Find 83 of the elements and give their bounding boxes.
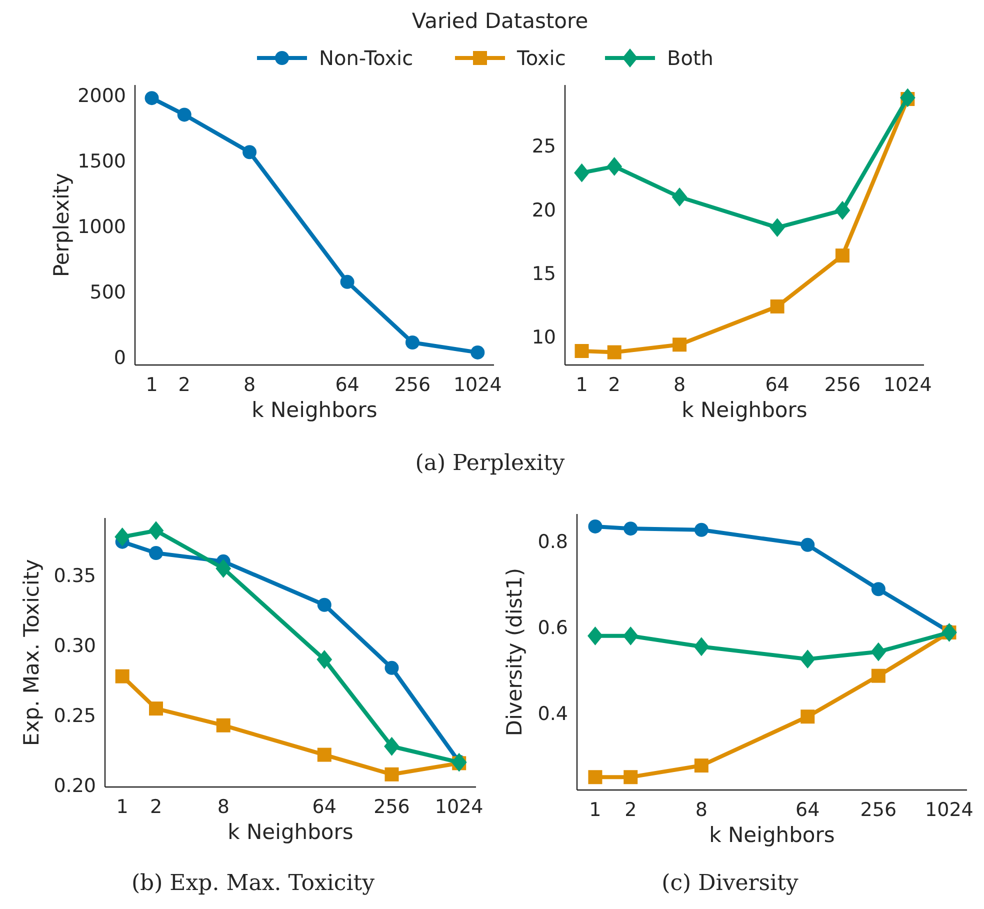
x-tick-label: 256 xyxy=(824,374,861,396)
point xyxy=(470,345,485,360)
point xyxy=(574,163,590,182)
x-tick-label: 256 xyxy=(374,796,410,818)
point xyxy=(340,274,354,289)
x-tick-label: 1024 xyxy=(434,796,484,818)
y-axis-title: Perplexity xyxy=(49,172,74,278)
y-tick-label: 0.20 xyxy=(54,775,96,798)
y-tick-label: 20 xyxy=(532,199,556,222)
y-tick-label: 0.30 xyxy=(54,635,96,658)
point xyxy=(871,582,886,596)
point xyxy=(834,200,850,220)
y-tick-label: 0.4 xyxy=(538,702,568,725)
legend-label: Toxic xyxy=(516,46,566,70)
x-axis-title: k Neighbors xyxy=(682,398,808,422)
x-tick-label: 8 xyxy=(217,796,230,818)
y-tick-label: 1500 xyxy=(78,150,126,173)
point xyxy=(835,248,850,263)
y-axis-title: Exp. Max. Toxicity xyxy=(19,559,44,746)
y-tick-label: 10 xyxy=(532,326,556,349)
point xyxy=(405,335,420,350)
point xyxy=(574,344,589,358)
x-tick-label: 2 xyxy=(150,796,162,818)
y-tick-label: 0 xyxy=(114,346,126,369)
point xyxy=(770,218,785,237)
x-tick-label: 2 xyxy=(608,374,620,396)
x-tick-label: 64 xyxy=(312,796,336,818)
point xyxy=(800,538,815,552)
text: (b) Exp. Max. Toxicity xyxy=(131,871,376,896)
y-tick-label: 25 xyxy=(532,136,556,158)
x-tick-label: 1 xyxy=(116,796,128,818)
point xyxy=(384,660,399,675)
x-tick-label: 8 xyxy=(243,374,256,396)
y-tick-label: 0.6 xyxy=(538,616,568,639)
x-tick-label: 256 xyxy=(860,799,897,821)
legend-label: Both xyxy=(667,46,714,70)
point xyxy=(770,299,784,314)
point xyxy=(114,527,130,546)
y-axis-title: Diversity (dist1) xyxy=(502,568,526,736)
x-tick-label: 2 xyxy=(624,799,637,821)
point xyxy=(800,710,815,724)
x-tick-label: 64 xyxy=(335,374,360,396)
x-tick-label: 64 xyxy=(796,799,820,821)
y-tick-label: 2000 xyxy=(78,85,126,108)
x-axis-title: k Neighbors xyxy=(228,820,354,844)
x-tick-label: 256 xyxy=(394,374,431,396)
y-tick-label: 0.8 xyxy=(538,531,568,554)
x-tick-label: 1 xyxy=(576,374,588,396)
point xyxy=(316,650,332,669)
point xyxy=(871,668,886,683)
legend-title: Varied Datastore xyxy=(412,9,588,33)
point xyxy=(144,91,159,106)
point xyxy=(900,88,916,108)
text: (c) Diversity xyxy=(662,871,799,896)
point xyxy=(588,519,602,534)
point xyxy=(451,752,467,772)
y-tick-label: 1000 xyxy=(78,216,126,238)
y-tick-label: 0.25 xyxy=(54,705,96,728)
point xyxy=(384,767,399,782)
text: (a) Perplexity xyxy=(415,451,566,476)
x-tick-label: 1 xyxy=(589,799,602,821)
x-tick-label: 8 xyxy=(673,374,686,396)
x-tick-label: 64 xyxy=(765,374,790,396)
x-tick-label: 1024 xyxy=(883,374,932,396)
y-tick-label: 15 xyxy=(532,263,556,286)
y-tick-label: 500 xyxy=(90,281,126,304)
x-tick-label: 1024 xyxy=(925,799,974,821)
y-tick-label: 0.35 xyxy=(54,565,96,588)
point xyxy=(588,626,603,646)
point xyxy=(317,598,332,612)
point xyxy=(870,642,886,662)
point xyxy=(588,770,602,784)
x-tick-label: 1024 xyxy=(453,374,502,396)
x-tick-label: 2 xyxy=(178,374,190,396)
point xyxy=(115,669,130,684)
point xyxy=(317,748,332,762)
x-axis-title: k Neighbors xyxy=(252,398,378,422)
legend-label: Non-Toxic xyxy=(319,46,414,70)
x-tick-label: 1 xyxy=(146,374,158,396)
x-axis-title: k Neighbors xyxy=(709,823,835,847)
x-tick-label: 8 xyxy=(695,799,708,821)
point xyxy=(384,736,400,756)
point xyxy=(800,650,816,669)
